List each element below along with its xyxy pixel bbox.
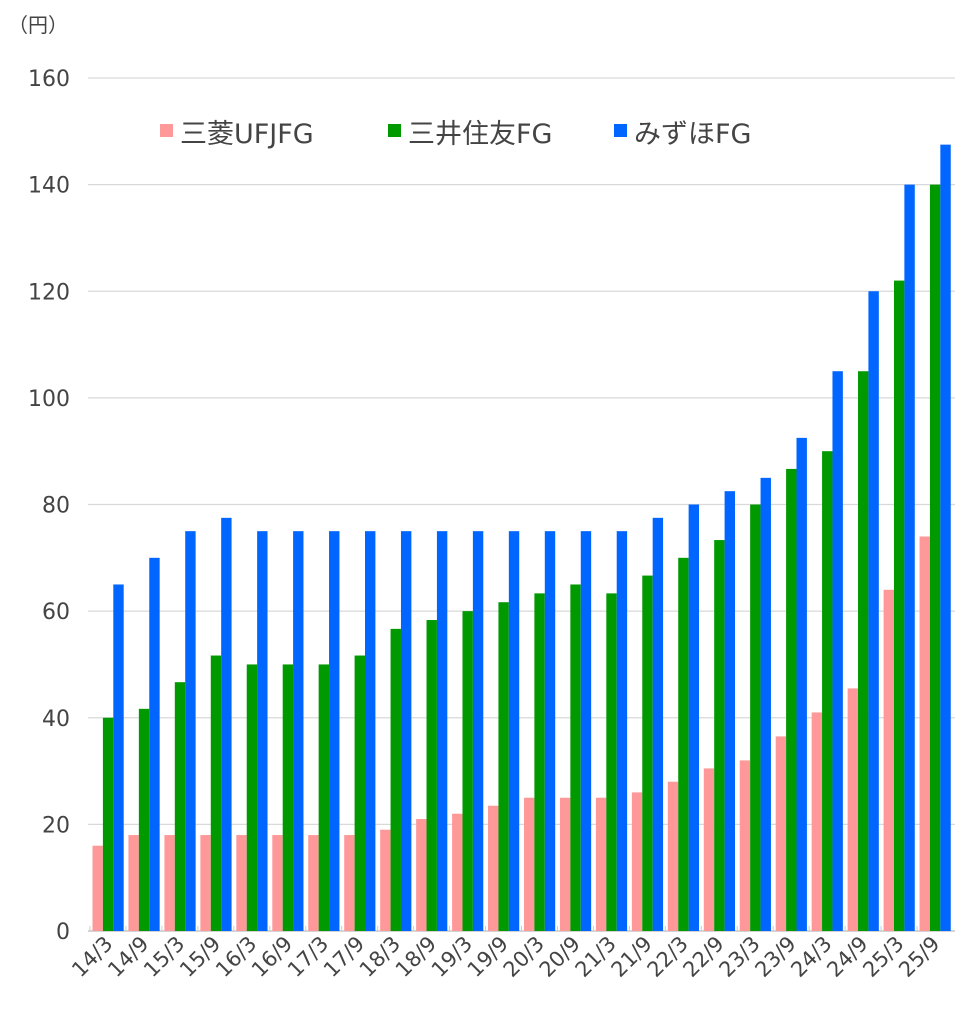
bar-3-14/3 (113, 584, 124, 931)
bar-1-17/3 (308, 835, 319, 931)
y-tick-label: 100 (28, 387, 70, 412)
bar-1-23/9 (775, 736, 787, 931)
bar-1-21/9 (631, 792, 643, 931)
legend: 三菱UFJFG 三井住友FG みずほFG (160, 119, 751, 150)
bar-1-15/3 (164, 835, 175, 931)
bar-2-18/9 (426, 620, 437, 931)
bar-3-14/9 (149, 557, 160, 931)
y-tick-labels: 0 20 40 60 80 100 120 140 160 (28, 67, 70, 945)
bar-3-24/3 (832, 371, 843, 931)
bar-3-20/3 (544, 531, 556, 931)
bar-1-25/9 (919, 536, 930, 931)
x-tick-label: 25/9 (894, 932, 944, 982)
bar-2-19/3 (462, 611, 473, 931)
bars (92, 144, 951, 931)
bar-2-21/3 (606, 593, 617, 931)
bar-2-24/3 (822, 451, 833, 931)
bar-1-20/3 (524, 797, 535, 931)
legend-swatch (614, 124, 627, 137)
bar-2-19/9 (498, 602, 509, 931)
y-tick-label: 60 (42, 600, 70, 625)
bar-1-25/3 (883, 589, 894, 931)
bar-1-21/3 (595, 797, 607, 931)
bar-3-23/9 (796, 437, 807, 931)
bar-1-19/9 (488, 805, 499, 931)
bar-2-25/9 (929, 184, 941, 931)
bar-1-14/3 (92, 845, 103, 931)
bar-1-16/9 (272, 835, 283, 931)
bar-3-24/9 (868, 291, 879, 931)
bar-2-14/3 (102, 717, 114, 931)
bar-2-22/3 (678, 557, 689, 931)
y-tick-label: 0 (56, 920, 70, 945)
y-tick-label: 140 (28, 174, 70, 199)
x-tick-labels: 14/314/915/315/916/316/917/317/918/318/9… (67, 932, 944, 982)
bar-3-16/3 (257, 531, 268, 931)
bar-2-20/9 (570, 584, 581, 931)
legend-swatch (160, 124, 173, 137)
bar-3-25/3 (904, 184, 915, 931)
legend-label: 三井住友FG (408, 119, 552, 150)
bar-3-20/9 (580, 531, 592, 931)
unit-label: （円） (8, 13, 68, 37)
bar-3-15/9 (221, 517, 232, 931)
bar-2-20/3 (534, 593, 545, 931)
bar-2-24/9 (858, 371, 869, 931)
bar-3-21/9 (652, 517, 664, 931)
bar-1-20/9 (559, 797, 571, 931)
bar-1-16/3 (236, 835, 247, 931)
bar-3-21/3 (616, 531, 628, 931)
bar-2-21/9 (642, 575, 653, 931)
bar-2-16/3 (246, 664, 258, 931)
bar-3-18/3 (400, 531, 412, 931)
bar-3-19/9 (508, 531, 520, 931)
bar-3-23/3 (760, 477, 771, 931)
bar-3-17/9 (365, 531, 376, 931)
bar-2-23/3 (750, 504, 761, 931)
bar-3-15/3 (185, 531, 196, 931)
bar-2-14/9 (138, 708, 150, 931)
bar-2-16/9 (282, 664, 294, 931)
bar-3-19/3 (472, 531, 484, 931)
bar-2-22/9 (714, 540, 725, 931)
y-tick-label: 20 (42, 813, 70, 838)
bar-2-17/9 (354, 655, 366, 931)
legend-label: 三菱UFJFG (180, 119, 314, 150)
bar-1-18/9 (416, 819, 427, 931)
bar-1-22/3 (667, 781, 679, 931)
y-tick-label: 160 (28, 67, 70, 92)
bar-1-24/3 (811, 712, 823, 931)
bar-1-17/9 (344, 835, 355, 931)
bar-2-25/3 (893, 280, 905, 931)
y-tick-label: 40 (42, 707, 70, 732)
bar-3-16/9 (293, 531, 304, 931)
bar-2-17/3 (318, 664, 330, 931)
y-tick-label: 80 (42, 494, 70, 519)
gridlines (88, 77, 955, 932)
bar-3-18/9 (436, 531, 448, 931)
legend-swatch (388, 124, 401, 137)
legend-label: みずほFG (634, 119, 751, 150)
bar-2-23/9 (786, 468, 797, 931)
bar-2-15/3 (174, 682, 186, 931)
bar-1-22/9 (703, 768, 715, 931)
bar-3-25/9 (940, 144, 951, 931)
bar-3-22/9 (724, 491, 735, 931)
bar-1-19/3 (452, 813, 463, 931)
bar-1-24/9 (847, 688, 859, 931)
bar-1-18/3 (380, 829, 391, 931)
bar-1-14/9 (128, 835, 139, 931)
y-tick-label: 120 (28, 280, 70, 305)
bar-1-15/9 (200, 835, 211, 931)
bar-3-22/3 (688, 504, 700, 931)
bar-3-17/3 (329, 531, 340, 931)
bar-2-15/9 (210, 655, 222, 931)
bar-1-23/3 (739, 760, 751, 931)
bar-2-18/3 (390, 628, 401, 931)
